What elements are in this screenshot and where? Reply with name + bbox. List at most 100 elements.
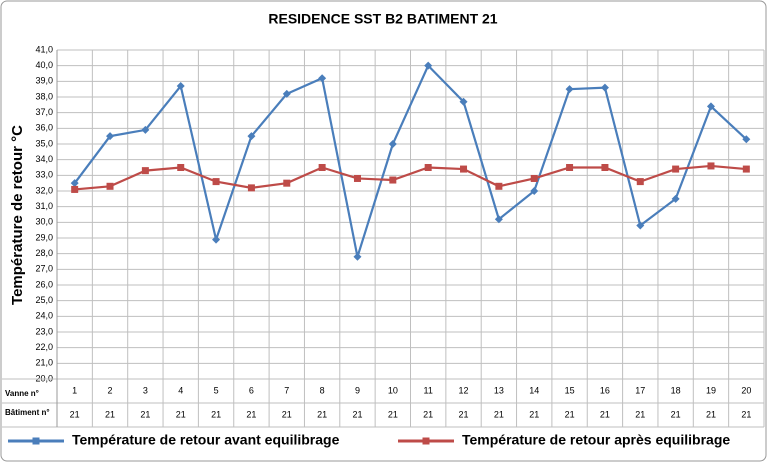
point (565, 85, 574, 94)
y-tick-label: 38,0 (35, 91, 53, 101)
building-label: 21 (494, 409, 504, 419)
point (460, 165, 468, 173)
y-tick-label: 25,0 (35, 295, 53, 305)
y-tick-label: 30,0 (35, 217, 53, 227)
point (495, 182, 503, 190)
point (389, 176, 397, 184)
x-tick-label: 3 (143, 385, 148, 395)
building-label: 21 (282, 409, 292, 419)
y-axis-label: Température de retour °C (9, 125, 26, 305)
x-tick-label: 12 (459, 385, 469, 395)
x-tick-label: 6 (249, 385, 254, 395)
point (601, 164, 609, 171)
building-label: 21 (140, 409, 150, 419)
building-label: 21 (211, 409, 221, 419)
y-tick-label: 27,0 (35, 264, 53, 274)
y-tick-label: 24,0 (35, 311, 53, 321)
row-label: Bâtiment n° (5, 408, 50, 417)
point (636, 221, 645, 230)
y-tick-label: 23,0 (35, 326, 53, 336)
x-tick-label: 4 (178, 385, 183, 395)
point (706, 102, 715, 111)
point (70, 179, 79, 188)
point (282, 89, 291, 98)
x-tick-label: 7 (284, 385, 289, 395)
point (283, 179, 291, 187)
point (177, 164, 185, 171)
building-label: 21 (246, 409, 256, 419)
building-label: 21 (423, 409, 433, 419)
building-label: 21 (635, 409, 645, 419)
point (742, 135, 751, 144)
x-tick-label: 8 (320, 385, 325, 395)
building-label: 21 (352, 409, 362, 419)
point (71, 185, 79, 193)
building-label: 21 (388, 409, 398, 419)
point (176, 82, 185, 91)
point (353, 252, 362, 261)
y-tick-label: 39,0 (35, 76, 53, 86)
building-label: 21 (176, 409, 186, 419)
building-label: 21 (600, 409, 610, 419)
point (600, 83, 609, 92)
x-tick-label: 15 (565, 385, 575, 395)
legend-label: Température de retour avant equilibrage (72, 432, 340, 448)
y-tick-label: 35,0 (35, 138, 53, 148)
x-tick-label: 10 (388, 385, 398, 395)
x-tick-label: 5 (214, 385, 219, 395)
point (671, 194, 680, 203)
building-label: 21 (317, 409, 327, 419)
building-label: 21 (671, 409, 681, 419)
y-tick-label: 37,0 (35, 107, 53, 117)
legend-marker (32, 437, 40, 445)
x-tick-label: 18 (671, 385, 681, 395)
y-tick-label: 20,0 (35, 373, 53, 383)
point (247, 132, 256, 141)
building-label: 21 (105, 409, 115, 419)
x-tick-label: 1 (72, 385, 77, 395)
y-tick-label: 26,0 (35, 279, 53, 289)
point (530, 174, 538, 182)
point (424, 164, 432, 171)
point (530, 187, 539, 195)
point (424, 61, 433, 70)
y-tick-label: 33,0 (35, 170, 53, 180)
point (141, 167, 149, 175)
x-tick-label: 20 (741, 385, 751, 395)
point (742, 165, 750, 173)
point (212, 178, 220, 186)
point (459, 97, 468, 106)
y-tick-label: 32,0 (35, 185, 53, 195)
legend-marker (422, 437, 430, 445)
y-tick-label: 22,0 (35, 342, 53, 352)
point (494, 215, 503, 224)
point (388, 140, 397, 148)
x-tick-label: 13 (494, 385, 504, 395)
y-tick-label: 28,0 (35, 248, 53, 258)
building-label: 21 (70, 409, 80, 419)
building-label: 21 (565, 409, 575, 419)
point (141, 125, 150, 134)
building-label: 21 (529, 409, 539, 419)
x-tick-label: 19 (706, 385, 716, 395)
point (318, 164, 326, 171)
x-tick-label: 11 (424, 385, 433, 395)
y-tick-label: 34,0 (35, 154, 53, 164)
building-label: 21 (459, 409, 469, 419)
point (106, 182, 114, 190)
point (707, 162, 715, 170)
y-tick-label: 36,0 (35, 123, 53, 133)
point (247, 184, 255, 192)
y-tick-label: 29,0 (35, 232, 53, 242)
x-tick-label: 14 (529, 385, 539, 395)
y-tick-label: 40,0 (35, 60, 53, 70)
legend-label: Température de retour après equilibrage (462, 432, 730, 448)
point (672, 165, 680, 173)
building-label: 21 (706, 409, 716, 419)
y-tick-label: 21,0 (35, 358, 53, 368)
chart-title: RESIDENCE SST B2 BATIMENT 21 (268, 11, 497, 27)
building-label: 21 (741, 409, 751, 419)
